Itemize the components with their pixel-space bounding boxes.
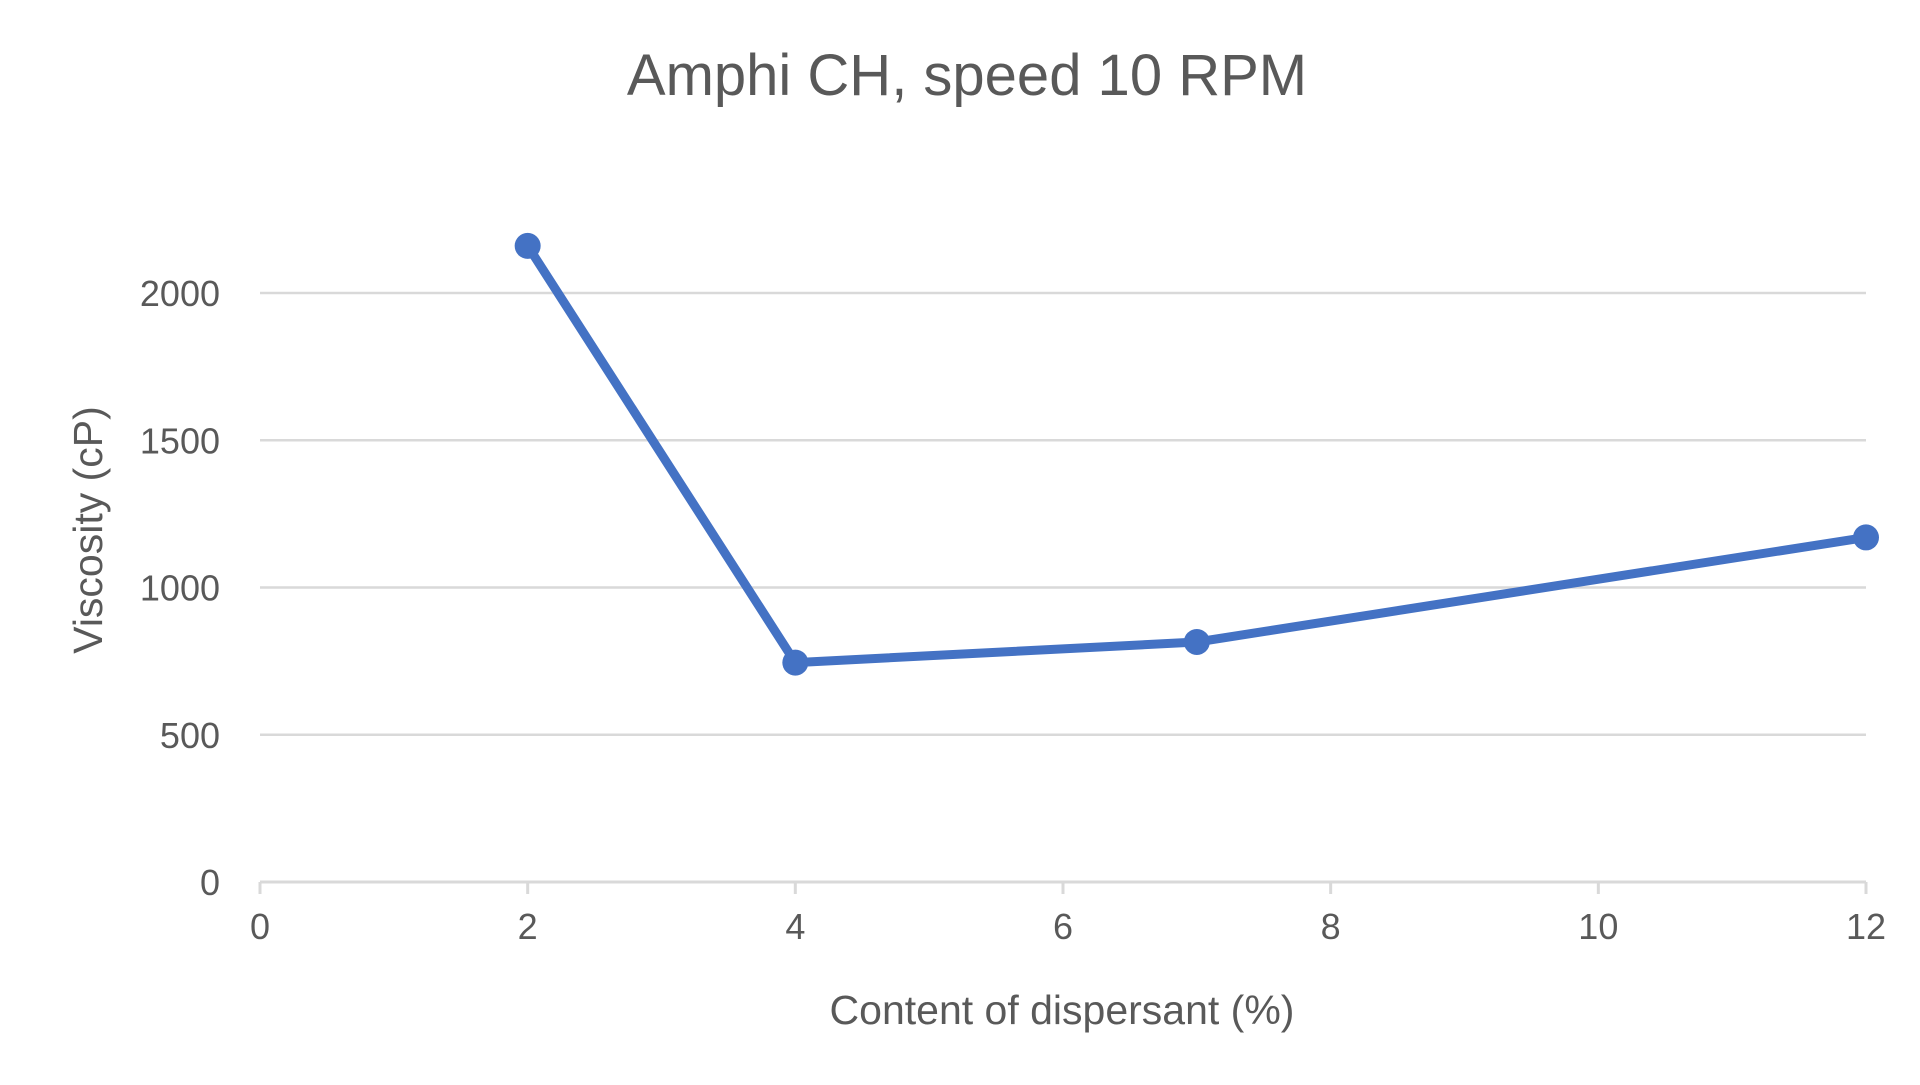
y-tick-label-0: 0 xyxy=(200,862,220,903)
y-tick-label-500: 500 xyxy=(160,715,220,756)
chart-title: Amphi CH, speed 10 RPM xyxy=(627,43,1307,108)
data-point-2 xyxy=(514,232,541,259)
x-tick-label-12: 12 xyxy=(1846,906,1886,947)
series-line-0 xyxy=(523,241,1871,668)
series-layer xyxy=(514,232,1879,676)
x-axis-title: Content of dispersant (%) xyxy=(830,987,1295,1033)
y-tick-label-1000: 1000 xyxy=(140,568,220,609)
gridlines xyxy=(260,291,1866,736)
y-tick-label-1500: 1500 xyxy=(140,420,220,461)
y-axis-tick-labels: 0 500 1000 1500 2000 xyxy=(140,273,220,903)
x-tick-label-2: 2 xyxy=(518,906,538,947)
x-tick-label-4: 4 xyxy=(785,906,805,947)
x-axis-tick-labels: 0 2 4 6 8 10 12 xyxy=(250,906,1886,947)
data-point-12 xyxy=(1853,524,1879,551)
y-tick-label-2000: 2000 xyxy=(140,273,220,314)
x-tick-label-0: 0 xyxy=(250,906,270,947)
x-tick-label-6: 6 xyxy=(1053,906,1073,947)
y-axis-title: Viscosity (cP) xyxy=(65,406,111,654)
x-axis xyxy=(258,880,1868,894)
data-point-7 xyxy=(1183,628,1210,655)
data-point-4 xyxy=(782,649,809,676)
x-tick-label-10: 10 xyxy=(1578,906,1618,947)
x-tick-label-8: 8 xyxy=(1321,906,1341,947)
